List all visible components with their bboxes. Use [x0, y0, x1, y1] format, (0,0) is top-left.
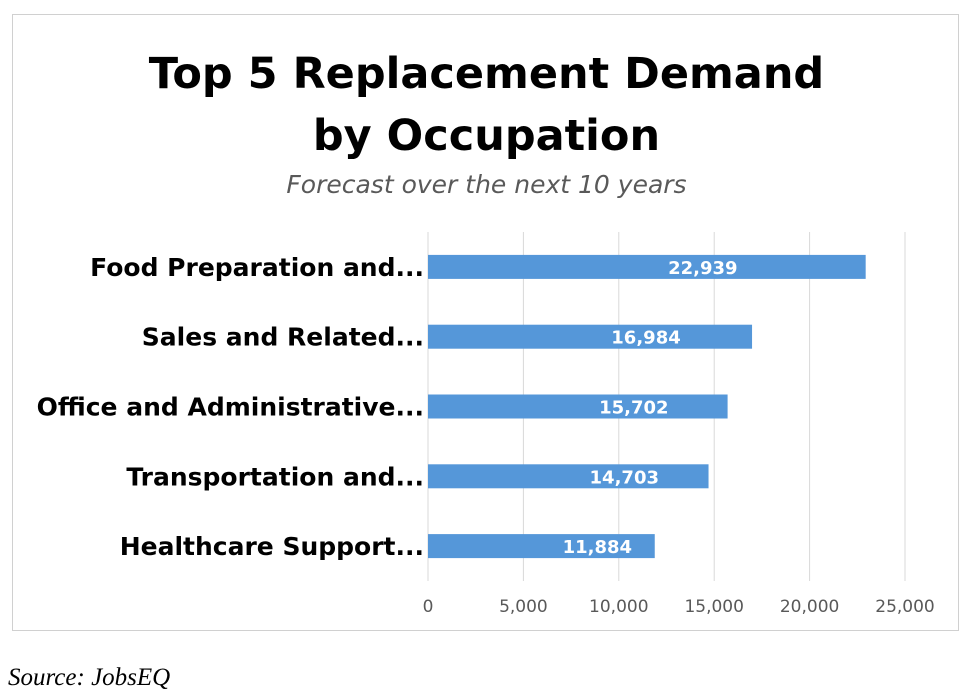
data-label: 16,984	[611, 328, 680, 349]
data-label: 15,702	[599, 398, 668, 419]
source-note: Source: JobsEQ	[8, 664, 171, 691]
category-label: Sales and Related...	[142, 323, 424, 352]
data-label: 14,703	[590, 467, 659, 488]
bar	[428, 534, 655, 559]
bar	[428, 254, 866, 279]
bar	[428, 324, 753, 349]
x-tick-label: 0	[423, 597, 434, 617]
chart-subtitle: Forecast over the next 10 years	[286, 170, 687, 199]
data-label: 22,939	[668, 258, 737, 279]
bar	[428, 464, 709, 489]
category-label: Healthcare Support...	[120, 532, 424, 561]
x-tick-label: 20,000	[780, 597, 839, 617]
x-tick-label: 25,000	[875, 597, 934, 617]
chart-title: Top 5 Replacement Demand by Occupation	[148, 49, 825, 161]
category-label: Office and Administrative...	[37, 393, 424, 422]
bar	[428, 394, 728, 419]
x-tick-label: 5,000	[499, 597, 548, 617]
category-label: Transportation and...	[126, 462, 424, 491]
x-tick-label: 15,000	[684, 597, 743, 617]
category-label: Food Preparation and...	[90, 253, 424, 282]
x-tick-label: 10,000	[589, 597, 648, 617]
chart-frame: Top 5 Replacement Demand by Occupation F…	[12, 14, 959, 631]
data-label: 11,884	[563, 537, 632, 558]
